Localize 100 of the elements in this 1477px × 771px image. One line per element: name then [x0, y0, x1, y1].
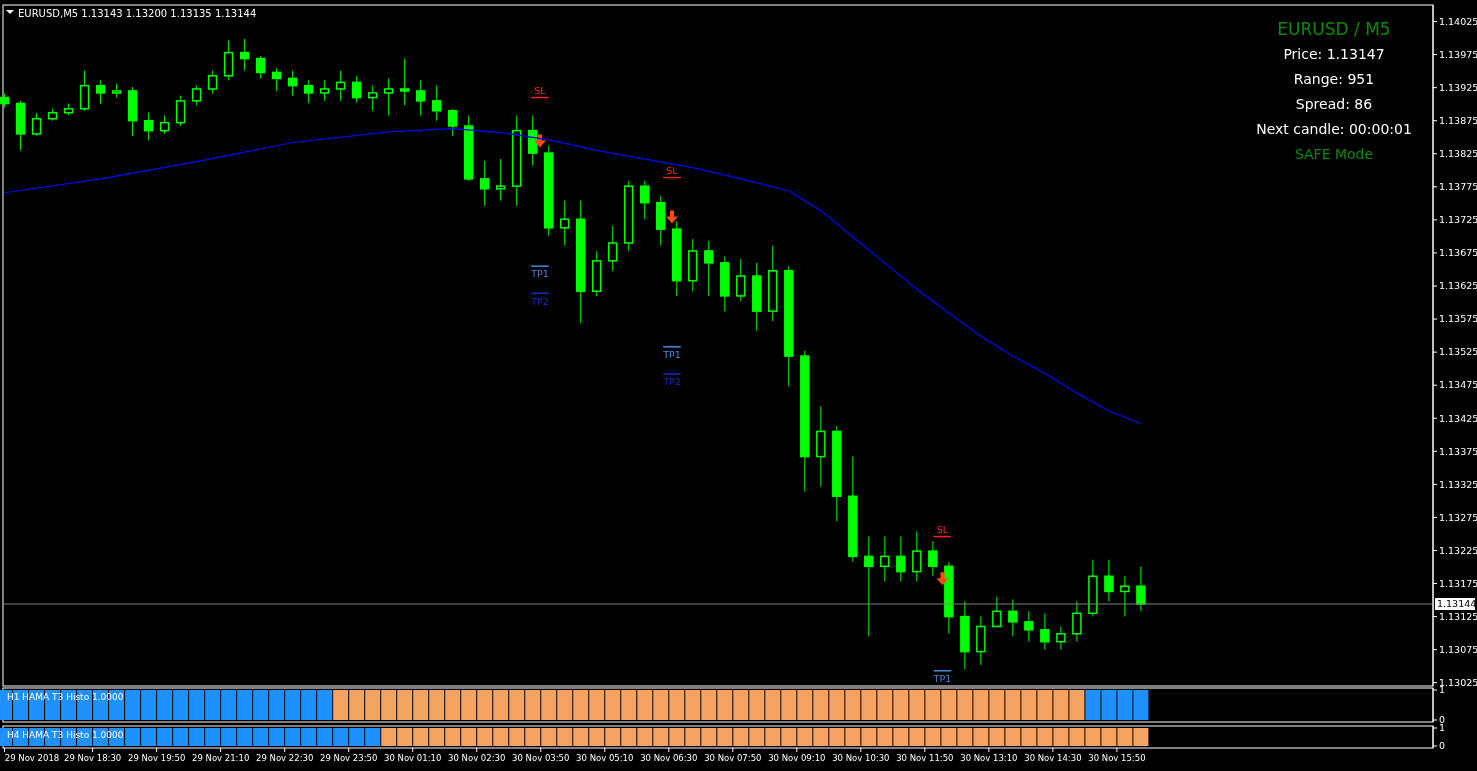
x-tick-label: 30 Nov 02:30: [448, 753, 506, 763]
annotation: Price: 1.13147: [1283, 45, 1385, 62]
candlestick: [1120, 575, 1130, 618]
y-tick-label: 1.13225: [1439, 544, 1477, 556]
candlestick: [1136, 565, 1146, 612]
y-tick-label: 1.13125: [1439, 610, 1477, 622]
candlestick: [1008, 598, 1018, 637]
candlestick: [736, 258, 746, 302]
candlestick: [447, 108, 458, 137]
candlestick: [704, 240, 714, 297]
candlestick: [864, 536, 874, 637]
x-tick-label: 30 Nov 03:50: [512, 753, 570, 763]
candlestick: [415, 79, 426, 116]
candlestick: [479, 160, 490, 207]
y-tick-label: 1.13625: [1439, 280, 1477, 292]
chart-title: EURUSD,M5 1.13143 1.13200 1.13135 1.13144: [18, 7, 257, 19]
candlestick: [383, 77, 394, 116]
ref-line-label: 1.13144: [1437, 598, 1477, 610]
candlestick: [880, 536, 890, 583]
candlestick: [255, 55, 266, 79]
x-tick-label: 30 Nov 10:30: [832, 753, 890, 763]
candlestick: [31, 112, 42, 137]
x-tick-label: 29 Nov 23:50: [320, 753, 378, 763]
candlestick: [239, 38, 250, 71]
candlestick: [335, 69, 346, 102]
y-tick-label: 1.13075: [1439, 643, 1477, 655]
y-tick-label: 1.13975: [1439, 48, 1477, 60]
x-tick-label: 30 Nov 07:50: [704, 753, 762, 763]
series-label: SL: [534, 84, 547, 96]
candlestick: [271, 67, 282, 92]
candlestick: [303, 79, 314, 104]
candlestick: [992, 596, 1002, 628]
series-label: TP1: [530, 268, 549, 280]
candlestick: [928, 540, 938, 577]
candlestick: [191, 85, 202, 106]
x-tick-label: 30 Nov 01:10: [384, 753, 442, 763]
candlestick: [175, 95, 186, 127]
y-tick-label: 1.13775: [1439, 181, 1477, 193]
candlestick: [79, 69, 90, 112]
candlestick: [560, 200, 570, 247]
candlestick: [1056, 626, 1066, 651]
annotation: Next candle: 00:00:01: [1256, 120, 1412, 137]
point: [665, 210, 678, 224]
candlestick: [1072, 600, 1082, 643]
y-tick-label: 0: [1439, 740, 1446, 752]
series-label: SL: [666, 164, 679, 176]
x-tick-label: 30 Nov 05:10: [576, 753, 634, 763]
y-tick-label: 1.13925: [1439, 81, 1477, 93]
series-label: TP1: [662, 349, 681, 361]
candlestick: [1024, 610, 1034, 643]
series-label: TP2: [530, 295, 549, 307]
candlestick: [1104, 559, 1114, 602]
y-tick-label: 1.13325: [1439, 478, 1477, 490]
candlestick: [223, 40, 234, 81]
x-tick-label: 30 Nov 11:50: [896, 753, 954, 763]
y-tick-label: 1.13525: [1439, 346, 1477, 358]
candlestick: [159, 114, 170, 135]
x-tick-label: 29 Nov 21:10: [192, 753, 250, 763]
candlestick: [95, 79, 106, 105]
x-tick-label: 29 Nov 19:50: [127, 753, 186, 763]
y-tick-label: 1.13875: [1439, 115, 1477, 127]
candlestick: [319, 79, 330, 102]
annotation: SAFE Mode: [1294, 145, 1374, 162]
y-tick-label: 1.13475: [1439, 379, 1477, 391]
candlestick: [495, 158, 506, 202]
y-tick-label: 1.13175: [1439, 577, 1477, 589]
y-tick-label: 1.13375: [1439, 445, 1477, 457]
x-tick-label: 29 Nov 22:30: [256, 753, 314, 763]
candlestick: [207, 69, 218, 95]
x-tick-label: 29 Nov 2018: [4, 753, 60, 763]
candlestick: [399, 58, 410, 106]
y-tick-label: 1.13825: [1439, 148, 1477, 160]
series-label: TP2: [662, 376, 681, 388]
y-tick-label: 1.13425: [1439, 412, 1477, 424]
point: [936, 572, 949, 586]
x-tick-label: 30 Nov 06:30: [640, 753, 698, 763]
y-tick-label: 1.13575: [1439, 313, 1477, 325]
y-tick-label: 1.14025: [1439, 15, 1477, 27]
candlestick: [912, 530, 922, 583]
annotation: Spread: 86: [1295, 95, 1373, 112]
x-tick-label: 30 Nov 13:10: [960, 753, 1018, 763]
series-label: TP1: [932, 673, 952, 685]
candlestick: [367, 85, 378, 112]
candlestick: [640, 180, 650, 220]
candlestick: [351, 75, 362, 104]
y-tick-label: 1.13275: [1439, 511, 1477, 523]
x-tick-label: 30 Nov 09:10: [768, 753, 826, 763]
candlestick: [896, 536, 906, 583]
candlestick: [431, 85, 442, 122]
y-tick-label: 1.13725: [1439, 214, 1477, 226]
candlestick: [143, 112, 154, 142]
candlestick: [1040, 612, 1050, 651]
x-tick-label: 30 Nov 15:50: [1088, 753, 1146, 763]
annotation: Range: 951: [1293, 70, 1375, 87]
series-label: SL: [936, 523, 949, 535]
candlestick: [608, 225, 618, 272]
x-tick-label: 29 Nov 18:30: [63, 753, 122, 763]
x-tick-label: 30 Nov 14:30: [1024, 753, 1082, 763]
annotation: EURUSD / M5: [1277, 18, 1391, 39]
y-tick-label: 1.13675: [1439, 247, 1477, 259]
